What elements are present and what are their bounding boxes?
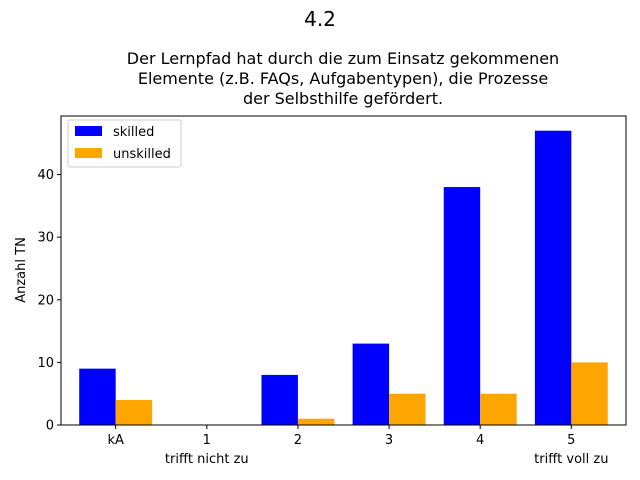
legend-label-unskilled: unskilled [113,147,171,162]
y-tick-label: 20 [37,293,54,308]
legend-label-skilled: skilled [113,125,154,140]
y-axis-label: Anzahl TN [14,237,29,303]
x-tick-label: 5 [567,433,575,448]
x-tick-label: 3 [385,433,393,448]
chart-title-line-3: der Selbsthilfe gefördert. [243,89,443,108]
chart-title-line-2: Elemente (z.B. FAQs, Aufgabentypen), die… [138,69,548,88]
bar-skilled-3 [352,343,390,425]
bar-unskilled-3 [389,393,426,425]
bar-skilled-2 [261,374,298,425]
bars-group [79,130,608,425]
x-tick-label: 1 [203,433,211,448]
bar-unskilled-kA [115,399,153,425]
legend-swatch-skilled [75,126,102,136]
bar-skilled-kA [79,368,116,425]
bar-unskilled-5 [571,362,608,425]
x-tick-sublabel: trifft voll zu [534,452,608,467]
x-axis-ticks: kA 1 trifft nicht zu 2 3 4 5 trifft voll zu [107,425,608,467]
y-tick-label: 0 [46,419,54,434]
y-tick-label: 10 [37,356,54,371]
y-tick-label: 30 [37,231,54,246]
chart-suptitle: 4.2 [304,7,336,31]
plot-frame [60,115,627,426]
x-tick-label: kA [107,433,124,448]
x-tick-label: 4 [476,433,484,448]
legend-swatch-unskilled [75,148,102,158]
x-tick-sublabel: trifft nicht zu [165,452,249,467]
bar-skilled-5 [534,130,572,425]
bar-unskilled-4 [480,393,517,425]
chart-title-line-1: Der Lernpfad hat durch die zum Einsatz g… [127,49,559,68]
legend: skilled unskilled [67,119,182,168]
bar-unskilled-2 [297,418,335,425]
bar-skilled-4 [443,187,481,425]
y-axis-ticks: 0 10 20 30 40 [37,168,61,434]
x-tick-label: 2 [294,433,302,448]
y-tick-label: 40 [37,168,54,183]
